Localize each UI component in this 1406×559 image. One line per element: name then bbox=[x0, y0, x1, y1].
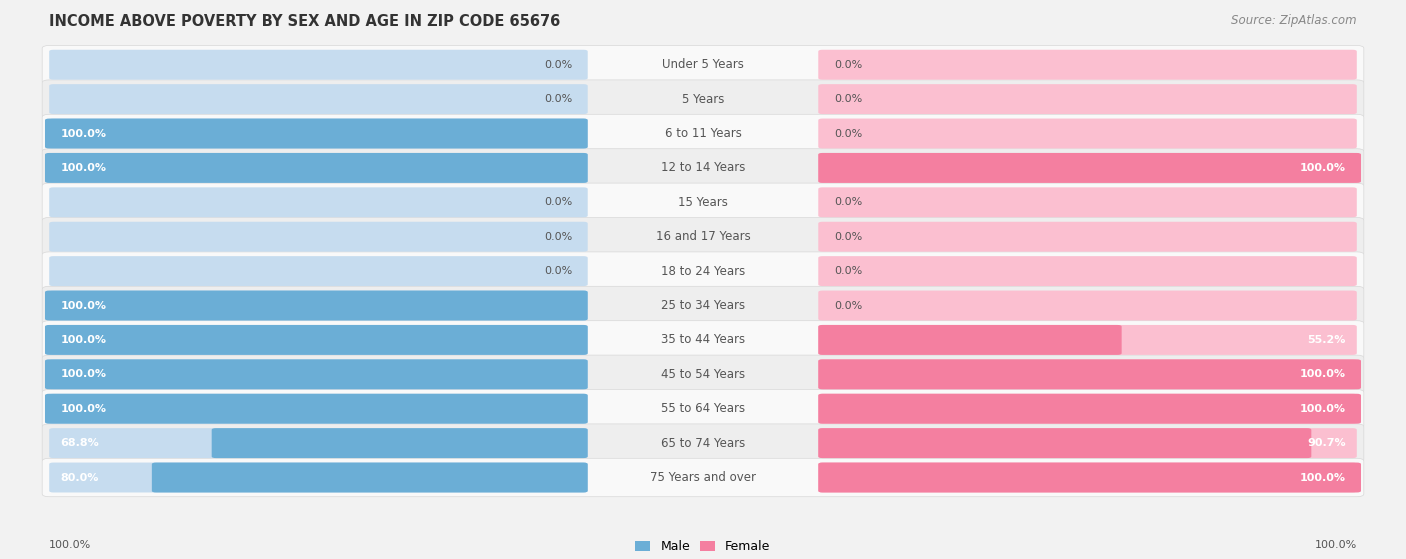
Text: 75 Years and over: 75 Years and over bbox=[650, 471, 756, 484]
Text: 100.0%: 100.0% bbox=[1299, 472, 1346, 482]
Text: 25 to 34 Years: 25 to 34 Years bbox=[661, 299, 745, 312]
Text: 0.0%: 0.0% bbox=[834, 60, 862, 70]
Text: 0.0%: 0.0% bbox=[544, 266, 572, 276]
FancyBboxPatch shape bbox=[42, 390, 1364, 428]
FancyBboxPatch shape bbox=[49, 187, 588, 217]
FancyBboxPatch shape bbox=[42, 252, 1364, 290]
Text: 100.0%: 100.0% bbox=[60, 163, 107, 173]
FancyBboxPatch shape bbox=[45, 325, 588, 355]
FancyBboxPatch shape bbox=[42, 321, 1364, 359]
Text: 55 to 64 Years: 55 to 64 Years bbox=[661, 402, 745, 415]
FancyBboxPatch shape bbox=[818, 187, 1357, 217]
FancyBboxPatch shape bbox=[49, 291, 588, 320]
FancyBboxPatch shape bbox=[45, 153, 588, 183]
FancyBboxPatch shape bbox=[818, 222, 1357, 252]
FancyBboxPatch shape bbox=[818, 394, 1357, 424]
Text: Under 5 Years: Under 5 Years bbox=[662, 58, 744, 71]
FancyBboxPatch shape bbox=[818, 256, 1357, 286]
FancyBboxPatch shape bbox=[818, 462, 1357, 492]
FancyBboxPatch shape bbox=[45, 291, 588, 320]
FancyBboxPatch shape bbox=[42, 217, 1364, 256]
FancyBboxPatch shape bbox=[818, 153, 1357, 183]
FancyBboxPatch shape bbox=[818, 359, 1361, 389]
Text: 0.0%: 0.0% bbox=[544, 60, 572, 70]
Text: 100.0%: 100.0% bbox=[60, 129, 107, 139]
Text: 65 to 74 Years: 65 to 74 Years bbox=[661, 437, 745, 449]
FancyBboxPatch shape bbox=[49, 428, 588, 458]
Text: 0.0%: 0.0% bbox=[544, 94, 572, 104]
Text: 55.2%: 55.2% bbox=[1308, 335, 1346, 345]
Text: 35 to 44 Years: 35 to 44 Years bbox=[661, 333, 745, 347]
Text: 100.0%: 100.0% bbox=[60, 369, 107, 380]
FancyBboxPatch shape bbox=[818, 428, 1357, 458]
FancyBboxPatch shape bbox=[42, 149, 1364, 187]
FancyBboxPatch shape bbox=[42, 114, 1364, 153]
FancyBboxPatch shape bbox=[818, 153, 1361, 183]
Text: 80.0%: 80.0% bbox=[60, 472, 98, 482]
FancyBboxPatch shape bbox=[42, 286, 1364, 325]
FancyBboxPatch shape bbox=[42, 45, 1364, 84]
FancyBboxPatch shape bbox=[49, 462, 588, 492]
Text: 0.0%: 0.0% bbox=[544, 197, 572, 207]
FancyBboxPatch shape bbox=[49, 84, 588, 114]
FancyBboxPatch shape bbox=[49, 394, 588, 424]
Text: 18 to 24 Years: 18 to 24 Years bbox=[661, 264, 745, 278]
FancyBboxPatch shape bbox=[45, 119, 588, 149]
FancyBboxPatch shape bbox=[49, 325, 588, 355]
FancyBboxPatch shape bbox=[42, 355, 1364, 394]
FancyBboxPatch shape bbox=[818, 359, 1357, 389]
FancyBboxPatch shape bbox=[49, 222, 588, 252]
Text: 15 Years: 15 Years bbox=[678, 196, 728, 209]
Text: 45 to 54 Years: 45 to 54 Years bbox=[661, 368, 745, 381]
Text: 5 Years: 5 Years bbox=[682, 93, 724, 106]
Text: 0.0%: 0.0% bbox=[834, 232, 862, 241]
FancyBboxPatch shape bbox=[818, 325, 1357, 355]
FancyBboxPatch shape bbox=[818, 428, 1312, 458]
Text: 100.0%: 100.0% bbox=[60, 404, 107, 414]
Text: 0.0%: 0.0% bbox=[834, 266, 862, 276]
Text: 100.0%: 100.0% bbox=[60, 301, 107, 310]
FancyBboxPatch shape bbox=[818, 291, 1357, 320]
FancyBboxPatch shape bbox=[42, 424, 1364, 462]
FancyBboxPatch shape bbox=[49, 153, 588, 183]
FancyBboxPatch shape bbox=[818, 394, 1361, 424]
Text: 100.0%: 100.0% bbox=[1299, 369, 1346, 380]
Text: 0.0%: 0.0% bbox=[834, 94, 862, 104]
Text: 0.0%: 0.0% bbox=[834, 129, 862, 139]
FancyBboxPatch shape bbox=[818, 84, 1357, 114]
Text: 0.0%: 0.0% bbox=[544, 232, 572, 241]
FancyBboxPatch shape bbox=[42, 80, 1364, 119]
Text: 12 to 14 Years: 12 to 14 Years bbox=[661, 162, 745, 174]
FancyBboxPatch shape bbox=[42, 183, 1364, 221]
Text: 100.0%: 100.0% bbox=[60, 335, 107, 345]
FancyBboxPatch shape bbox=[49, 50, 588, 80]
Text: 90.7%: 90.7% bbox=[1308, 438, 1346, 448]
Text: INCOME ABOVE POVERTY BY SEX AND AGE IN ZIP CODE 65676: INCOME ABOVE POVERTY BY SEX AND AGE IN Z… bbox=[49, 14, 561, 29]
Text: 68.8%: 68.8% bbox=[60, 438, 100, 448]
FancyBboxPatch shape bbox=[152, 462, 588, 492]
FancyBboxPatch shape bbox=[49, 119, 588, 149]
FancyBboxPatch shape bbox=[212, 428, 588, 458]
Text: 6 to 11 Years: 6 to 11 Years bbox=[665, 127, 741, 140]
Text: 16 and 17 Years: 16 and 17 Years bbox=[655, 230, 751, 243]
FancyBboxPatch shape bbox=[49, 359, 588, 389]
Text: 0.0%: 0.0% bbox=[834, 301, 862, 310]
FancyBboxPatch shape bbox=[45, 394, 588, 424]
FancyBboxPatch shape bbox=[42, 458, 1364, 497]
Text: 100.0%: 100.0% bbox=[1299, 404, 1346, 414]
Text: 100.0%: 100.0% bbox=[49, 540, 91, 550]
FancyBboxPatch shape bbox=[49, 256, 588, 286]
Text: 100.0%: 100.0% bbox=[1315, 540, 1357, 550]
FancyBboxPatch shape bbox=[818, 50, 1357, 80]
FancyBboxPatch shape bbox=[818, 462, 1361, 492]
Text: 100.0%: 100.0% bbox=[1299, 163, 1346, 173]
Text: Source: ZipAtlas.com: Source: ZipAtlas.com bbox=[1232, 14, 1357, 27]
FancyBboxPatch shape bbox=[818, 119, 1357, 149]
Text: 0.0%: 0.0% bbox=[834, 197, 862, 207]
FancyBboxPatch shape bbox=[818, 325, 1122, 355]
FancyBboxPatch shape bbox=[45, 359, 588, 389]
Legend: Male, Female: Male, Female bbox=[630, 536, 776, 558]
